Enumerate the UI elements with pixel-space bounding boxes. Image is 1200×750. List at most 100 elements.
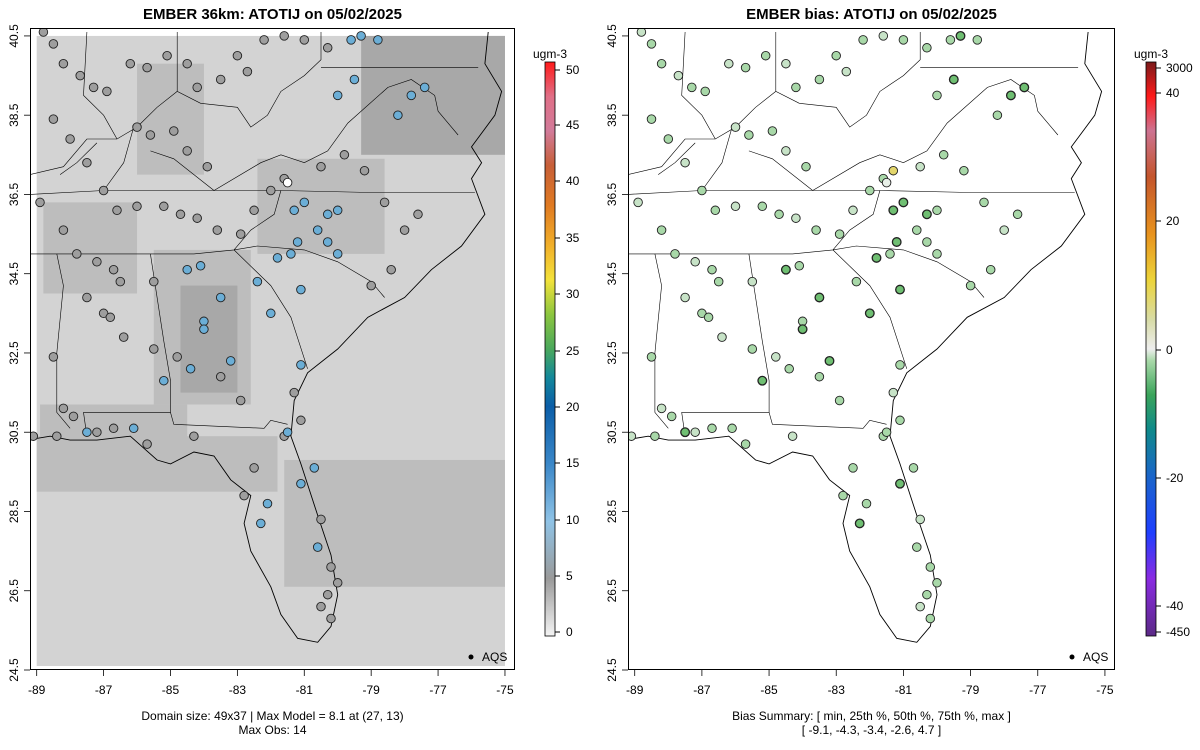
bias-site-green — [831, 50, 841, 61]
obs-site-gray — [366, 280, 376, 291]
obs-site-gray — [326, 613, 336, 624]
bias-site-darkgreen — [932, 205, 942, 216]
state-border — [628, 32, 921, 175]
obs-site-gray — [92, 257, 102, 267]
bias-site-green — [878, 31, 889, 41]
obs-site-gray — [322, 43, 333, 53]
left-colorbar-unit: ugm-3 — [533, 47, 567, 61]
left-aqs-label: AQS — [482, 650, 507, 664]
obs-site-gray — [108, 264, 119, 275]
obs-site-gray — [58, 58, 69, 69]
left-cbar-tick-40: 40 — [566, 174, 580, 188]
left-caption-line1: Domain size: 49x37 | Max Model = 8.1 at … — [141, 709, 404, 723]
obs-site-gray — [142, 439, 152, 449]
bias-site-yellow — [888, 165, 899, 176]
left-cbar-tick-30: 30 — [566, 287, 580, 301]
obs-site-blue — [225, 356, 236, 366]
y-tick-label: 38.5 — [7, 103, 21, 127]
bias-site-darkgreen — [912, 225, 922, 235]
bias-site-darkgreen — [757, 375, 768, 386]
bias-site-darkgreen — [680, 427, 691, 438]
state-border — [832, 190, 881, 251]
obs-site-gray — [239, 490, 249, 501]
bias-site-green — [670, 249, 680, 259]
obs-site-gray — [149, 344, 159, 354]
bias-site-green — [740, 439, 751, 449]
obs-site-gray — [316, 161, 326, 172]
obs-site-gray — [386, 264, 396, 275]
right-cbar-tick-neg40: -40 — [1166, 599, 1184, 613]
right-colorbar — [1145, 61, 1157, 637]
state-border — [103, 127, 134, 191]
left-cbar-tick-50: 50 — [566, 63, 580, 77]
bias-site-darkgreen — [955, 30, 966, 41]
bias-site-green — [814, 74, 825, 85]
bias-site-green — [888, 387, 899, 398]
y-tick-label: 32.5 — [7, 341, 21, 365]
obs-site-blue — [252, 276, 263, 287]
obs-site-gray — [169, 126, 179, 136]
y-tick-label: 40.5 — [7, 24, 21, 48]
bias-site-darkgreen — [922, 237, 932, 247]
obs-site-gray — [182, 146, 192, 156]
state-border — [213, 79, 459, 191]
bias-site-green — [801, 161, 811, 172]
right-map — [628, 28, 1103, 643]
state-border — [812, 79, 1059, 191]
bias-site-green — [922, 589, 932, 600]
x-tick-label: -75 — [1096, 683, 1114, 697]
bias-site-green — [781, 58, 791, 69]
right-caption-line2: [ -9.1, -4.3, -3.4, -2.6, 4.7 ] — [801, 723, 942, 737]
left-cbar-tick-15: 15 — [566, 456, 580, 470]
bias-site-darkgreen — [814, 292, 825, 303]
bias-site-green — [858, 35, 868, 45]
obs-site-blue — [406, 90, 417, 101]
x-tick-label: -89 — [28, 683, 46, 697]
y-tick-label: 24.5 — [605, 658, 619, 682]
bias-site-darkgreen — [972, 35, 983, 45]
bias-site-green — [730, 122, 741, 132]
bias-site-green — [673, 70, 684, 81]
obs-site-blue — [312, 225, 323, 235]
bias-site-green — [787, 431, 798, 441]
right-cbar-tick-neg20: -20 — [1166, 471, 1184, 485]
bias-site-green — [1012, 209, 1023, 220]
obs-site-gray — [326, 562, 336, 572]
left-cbar-tick-45: 45 — [566, 118, 580, 132]
bias-site-green — [767, 126, 778, 136]
obs-site-gray — [192, 82, 202, 93]
bias-site-darkgreen — [824, 355, 835, 366]
obs-site-gray — [159, 201, 169, 212]
bias-site-light — [881, 177, 892, 188]
bias-site-green — [938, 150, 949, 160]
bias-site-green — [959, 165, 969, 176]
bias-site-green — [656, 403, 667, 414]
state-border — [701, 127, 733, 191]
bias-site-green — [680, 292, 690, 303]
obs-site-gray — [125, 58, 136, 69]
x-tick-label: -85 — [162, 683, 180, 697]
obs-site-gray — [118, 332, 129, 342]
y-tick-label: 26.5 — [7, 579, 21, 603]
obs-site-blue — [356, 31, 366, 41]
x-tick-label: -79 — [962, 683, 980, 697]
coastline — [628, 31, 1103, 643]
state-border — [233, 249, 308, 369]
bias-site-darkgreen — [794, 261, 805, 271]
obs-site-blue — [282, 427, 293, 437]
obs-site-blue — [286, 249, 296, 259]
obs-site-white — [282, 177, 293, 188]
x-tick-label: -87 — [693, 683, 711, 697]
obs-site-gray — [249, 463, 259, 473]
obs-site-blue — [292, 237, 303, 247]
bias-site-green — [646, 39, 657, 49]
bias-site-green — [697, 185, 707, 196]
right-panel-title: EMBER bias: ATOTIJ on 05/02/2025 — [746, 6, 997, 23]
obs-site-blue — [262, 498, 273, 509]
left-caption-line2: Max Obs: 14 — [238, 723, 307, 737]
right-map-frame — [628, 28, 1115, 670]
bias-site-green — [925, 613, 936, 624]
state-border — [768, 412, 887, 429]
y-tick-label: 26.5 — [605, 579, 619, 603]
